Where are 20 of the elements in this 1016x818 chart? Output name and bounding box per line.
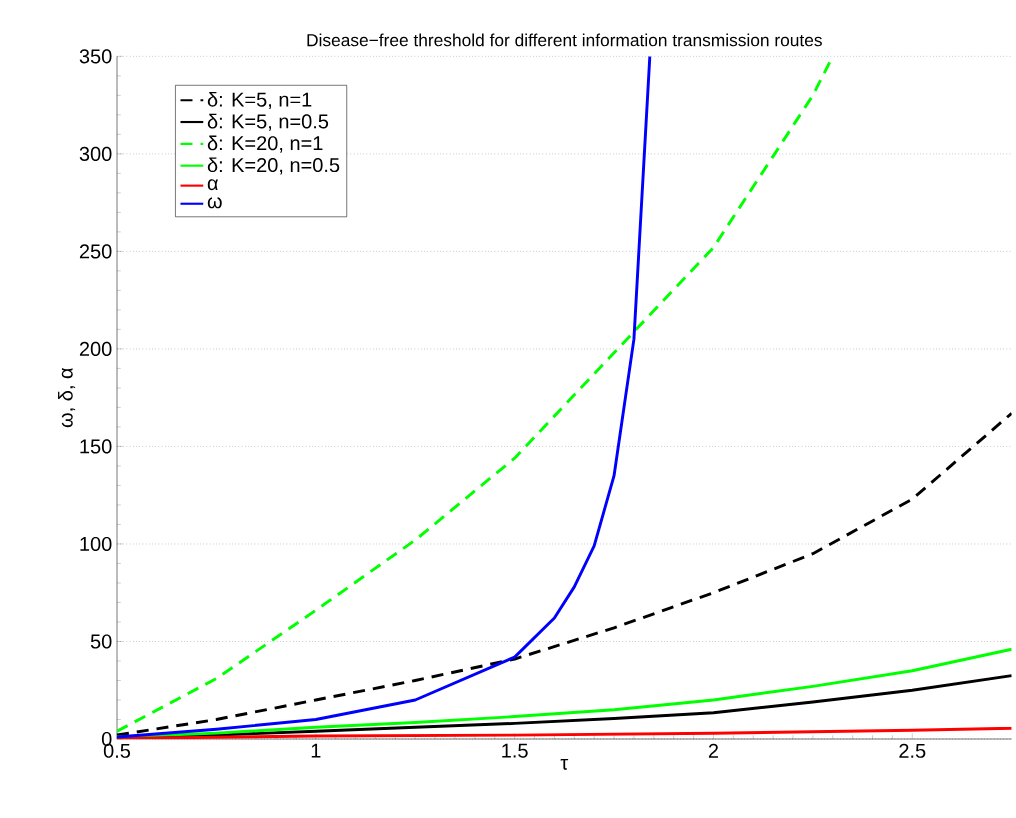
legend-label: δ: K=5, n=0.5 [207,113,329,131]
y-tick-label: 100 [80,536,112,552]
legend-label: δ: K=20, n=0.5 [207,157,340,175]
y-tick-label: 50 [90,634,112,649]
x-axis-title: τ [560,759,569,770]
legend-label: δ: K=5, n=1 [207,91,312,109]
y-tick-label: 300 [79,146,112,161]
x-tick-label: 2 [708,743,719,758]
y-tick-label: 200 [79,341,112,356]
chart-title: Disease−free threshold for different information transmission routes [307,33,822,47]
y-tick-label: 250 [79,244,112,259]
x-tick-label: 1 [311,743,321,758]
x-tick-label: 1.5 [502,743,528,758]
x-tick-label: 2.5 [899,743,926,758]
y-tick-label: 150 [80,439,112,454]
legend-label: α [207,179,218,191]
y-tick-label: 350 [79,49,112,64]
legend-label: δ: K=20, n=1 [207,135,323,153]
y-axis-title: ω, δ, α [58,367,76,428]
legend-label: ω [207,197,222,209]
